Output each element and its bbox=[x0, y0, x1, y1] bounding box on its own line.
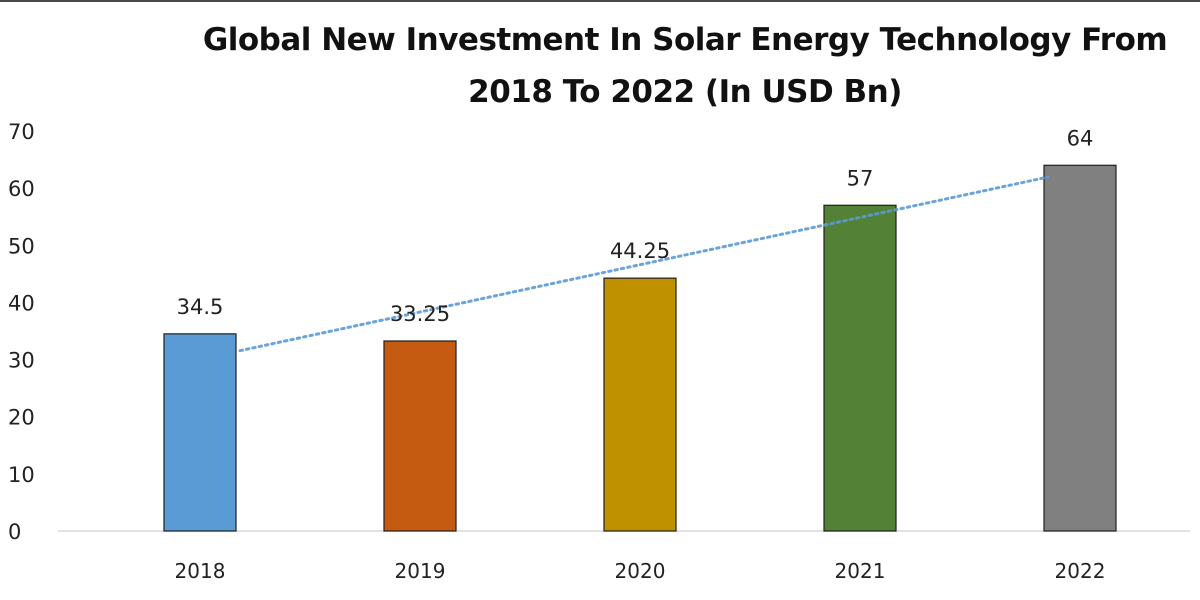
data-label-2021: 57 bbox=[847, 166, 874, 190]
chart-title: Global New Investment In Solar Energy Te… bbox=[180, 14, 1190, 118]
bar-2018 bbox=[163, 333, 237, 532]
y-tick-label: 0 bbox=[8, 520, 21, 544]
y-tick-label: 50 bbox=[8, 234, 35, 258]
bar-2022 bbox=[1043, 164, 1117, 532]
y-tick-label: 40 bbox=[8, 291, 35, 315]
bars bbox=[163, 164, 1117, 532]
x-tick-label: 2018 bbox=[175, 559, 226, 583]
data-label-2018: 34.5 bbox=[177, 295, 224, 319]
y-tick-label: 30 bbox=[8, 349, 35, 373]
data-label-2022: 64 bbox=[1067, 126, 1094, 150]
data-label-2019: 33.25 bbox=[390, 302, 450, 326]
x-tick-label: 2021 bbox=[835, 559, 886, 583]
y-tick-label: 20 bbox=[8, 406, 35, 430]
y-tick-label: 10 bbox=[8, 463, 35, 487]
bar-2021 bbox=[823, 204, 897, 532]
bar-2019 bbox=[383, 340, 457, 532]
chart-title-line-1: Global New Investment In Solar Energy Te… bbox=[202, 22, 1168, 58]
data-label-2020: 44.25 bbox=[610, 239, 670, 263]
trendline-group bbox=[238, 175, 1050, 353]
y-tick-label: 70 bbox=[8, 120, 35, 144]
y-tick-label: 60 bbox=[8, 177, 35, 201]
data-labels: 34.5 33.25 44.25 57 64 bbox=[177, 126, 1094, 326]
x-axis: 2018 2019 2020 2021 2022 bbox=[175, 559, 1106, 583]
bar-2020 bbox=[603, 277, 677, 532]
y-axis: 0 10 20 30 40 50 60 70 bbox=[8, 120, 35, 544]
trendline bbox=[238, 175, 1050, 353]
top-border bbox=[0, 0, 1200, 2]
chart-title-line-2: 2018 To 2022 (In USD Bn) bbox=[468, 74, 902, 110]
x-tick-label: 2019 bbox=[395, 559, 446, 583]
x-tick-label: 2022 bbox=[1055, 559, 1106, 583]
x-tick-label: 2020 bbox=[615, 559, 666, 583]
